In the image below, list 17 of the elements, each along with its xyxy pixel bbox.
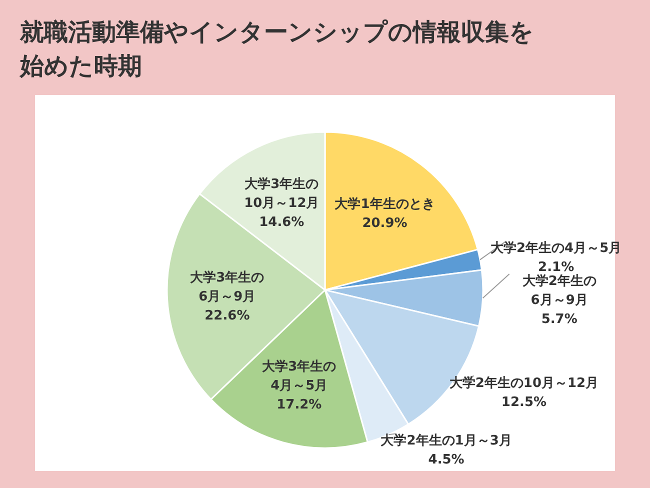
data-label: 12.5% [501,394,547,410]
data-label: 14.6% [259,215,304,230]
chart-title: 就職活動準備やインターンシップの情報収集を始めた時期 [19,18,534,80]
slice-label: 大学3年生の 6月～9月 [190,270,264,304]
slice-label: 大学1年生のとき [334,196,435,212]
slice-label: 大学2年生の 6月～9月 [522,274,596,308]
slice-label: 大学3年生の 4月～5月 [262,359,336,394]
slice-label: 大学2年生の10月～12月 [449,376,599,391]
data-label: 4.5% [428,452,464,468]
slice-label: 大学2年生の1月～3月 [380,434,512,449]
data-label: 22.6% [204,308,250,324]
data-label: 20.9% [362,216,408,231]
slice-label: 大学3年生の 10月～12月 [244,177,320,212]
data-label: 5.7% [541,312,578,327]
data-label: 2.1% [538,260,574,276]
data-label: 17.2% [276,397,322,412]
slice-label: 大学2年生の4月～5月 [490,241,622,256]
